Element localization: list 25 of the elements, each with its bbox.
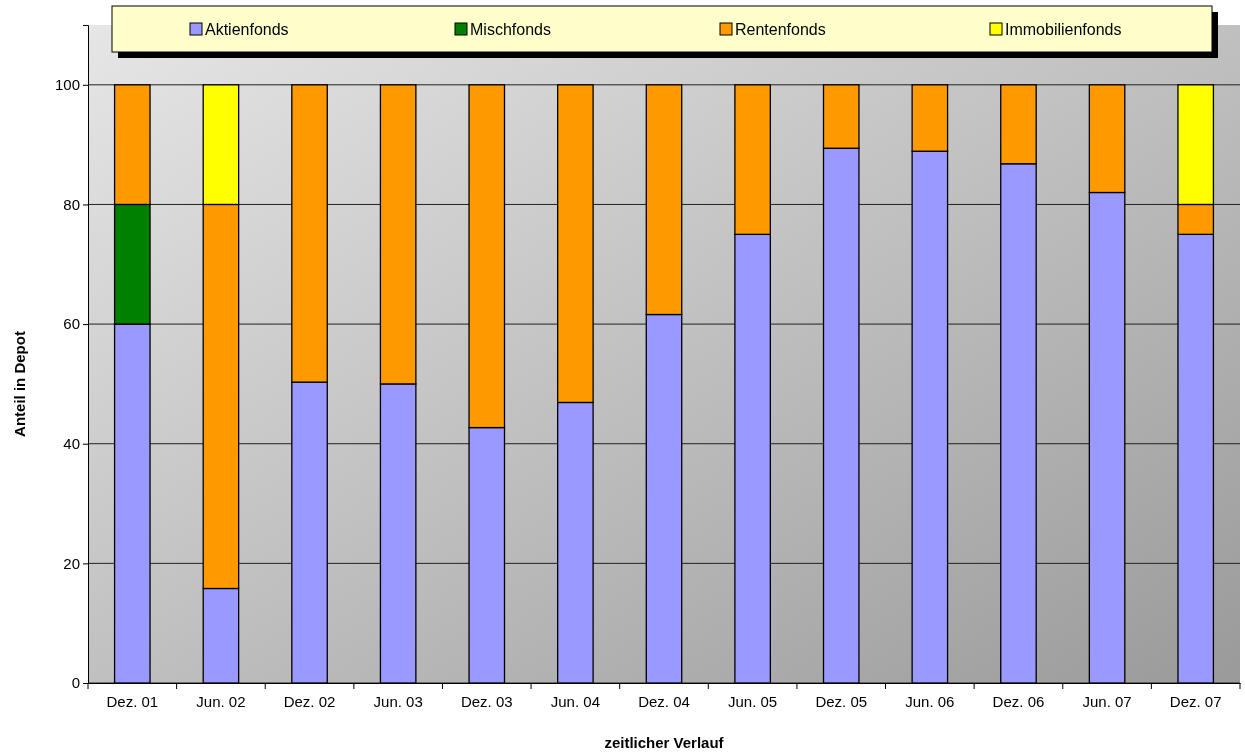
x-tick-label: Jun. 03 xyxy=(373,693,423,710)
y-tick-label: 20 xyxy=(63,554,80,572)
x-tick-label: Jun. 04 xyxy=(550,693,600,710)
x-tick-label: Jun. 06 xyxy=(905,693,955,710)
y-tick-label: 80 xyxy=(63,195,80,213)
x-tick-label: Jun. 05 xyxy=(728,693,778,710)
legend-label: Rentenfonds xyxy=(735,21,826,38)
y-tick-label: 0 xyxy=(71,674,80,692)
y-tick-label: 100 xyxy=(54,76,80,94)
x-tick-label: Dez. 07 xyxy=(1169,693,1222,710)
x-axis-title: zeitlicher Verlauf xyxy=(604,734,725,751)
x-tick-label: Dez. 03 xyxy=(460,693,513,710)
x-tick-label: Dez. 01 xyxy=(106,693,159,710)
x-tick-label: Dez. 04 xyxy=(638,693,690,710)
x-tick-label: Dez. 06 xyxy=(992,693,1045,710)
legend-label: Aktienfonds xyxy=(205,21,289,38)
y-axis-title: Anteil in Depot xyxy=(11,331,28,437)
x-tick-label: Dez. 05 xyxy=(815,693,868,710)
y-tick-label: 40 xyxy=(63,435,80,453)
y-tick-label: 60 xyxy=(63,315,80,333)
x-tick-label: Dez. 02 xyxy=(283,693,336,710)
x-tick-label: Jun. 07 xyxy=(1082,693,1132,710)
x-tick-label: Jun. 02 xyxy=(196,693,246,710)
legend-label: Immobilienfonds xyxy=(1005,21,1122,38)
legend-label: Mischfonds xyxy=(470,21,551,38)
